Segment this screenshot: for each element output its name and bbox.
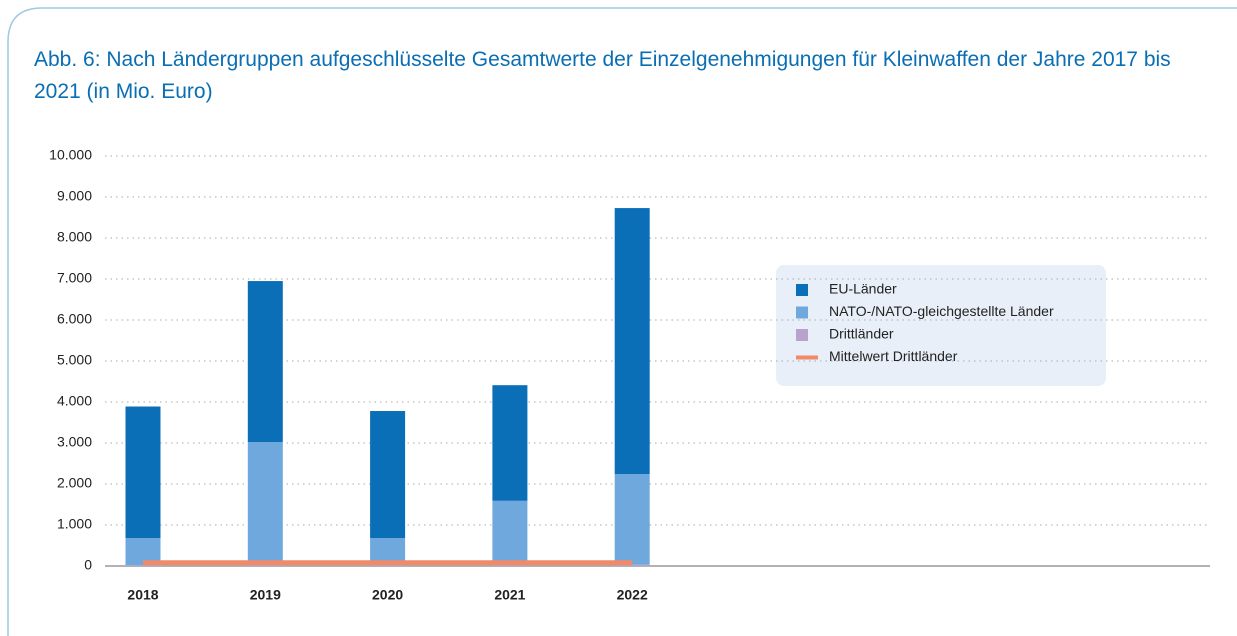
legend-box: [776, 265, 1106, 386]
x-tick-label: 2021: [494, 587, 525, 603]
y-tick-label: 2.000: [57, 475, 92, 491]
y-tick-label: 8.000: [57, 229, 92, 245]
y-tick-label: 0: [84, 557, 92, 573]
legend-label: EU-Länder: [829, 281, 897, 297]
y-tick-label: 9.000: [57, 188, 92, 204]
x-tick-label: 2022: [617, 587, 648, 603]
y-tick-label: 5.000: [57, 352, 92, 368]
chart-title: Abb. 6: Nach Ländergruppen aufgeschlüsse…: [34, 48, 1171, 103]
legend-label: Drittländer: [829, 326, 894, 342]
x-tick-label: 2019: [250, 587, 281, 603]
x-tick-label: 2020: [372, 587, 403, 603]
bar-segment: [247, 564, 283, 566]
bar-segment: [370, 565, 406, 566]
bar-segment: [614, 208, 650, 475]
legend-label: Mittelwert Drittländer: [829, 348, 958, 364]
bar-segment: [370, 411, 406, 539]
x-tick-label: 2018: [127, 587, 158, 603]
legend-swatch: [796, 306, 808, 319]
y-tick-label: 3.000: [57, 434, 92, 450]
y-tick-label: 7.000: [57, 270, 92, 286]
legend-swatch: [796, 329, 808, 341]
bar-segment: [614, 474, 650, 565]
bar-segment: [247, 442, 283, 565]
y-tick-label: 1.000: [57, 516, 92, 532]
y-tick-label: 6.000: [57, 311, 92, 327]
y-tick-label: 10.000: [49, 147, 92, 163]
y-tick-label: 4.000: [57, 393, 92, 409]
legend-label: NATO-/NATO-gleichgestellte Länder: [829, 303, 1054, 319]
bar-segment: [247, 281, 283, 443]
bar-segment: [125, 406, 161, 539]
bar-segment: [125, 565, 161, 566]
legend-swatch: [796, 284, 808, 296]
frame: [7, 7, 1237, 636]
bar-segment: [492, 385, 528, 501]
bar-segment: [492, 500, 528, 565]
bar-segment: [614, 564, 650, 566]
